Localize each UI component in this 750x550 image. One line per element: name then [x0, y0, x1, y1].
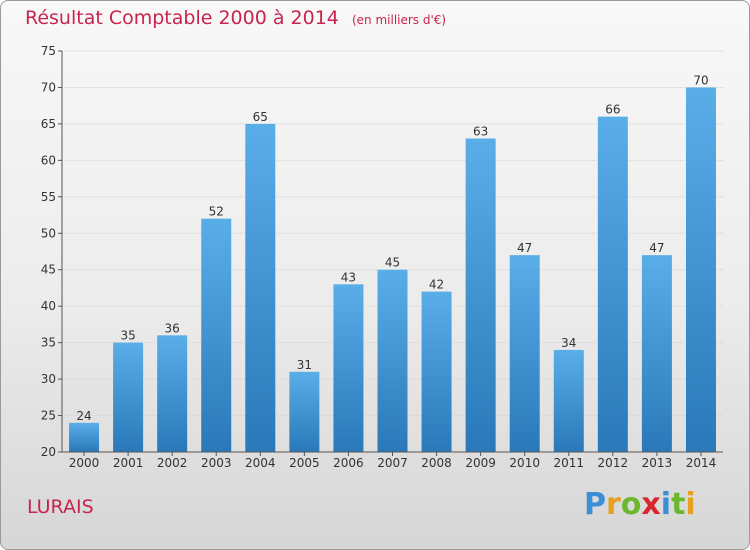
value-label: 34: [561, 336, 576, 350]
chart-title: Résultat Comptable 2000 à 2014 (en milli…: [25, 7, 446, 29]
commune-name: LURAIS: [27, 496, 94, 518]
y-tick-label: 70: [41, 80, 56, 94]
bar-2013: [641, 255, 672, 452]
value-label: 24: [76, 409, 91, 423]
bar-2002: [157, 335, 188, 452]
x-tick-label: 2011: [553, 456, 584, 470]
logo-letter: o: [620, 487, 642, 522]
value-label: 31: [297, 358, 312, 372]
x-tick-label: 2013: [642, 456, 673, 470]
bar-2004: [245, 123, 276, 452]
logo-letter: x: [641, 487, 661, 522]
logo-letter: t: [671, 487, 686, 522]
bar-2006: [333, 284, 364, 452]
x-tick-label: 2007: [377, 456, 408, 470]
x-tick-label: 2012: [598, 456, 629, 470]
x-tick-label: 2010: [509, 456, 540, 470]
chart-title-unit: (en milliers d'€): [351, 13, 447, 27]
bar-2007: [377, 269, 408, 452]
proxiti-logo: Proxiti: [584, 487, 696, 522]
x-tick-label: 2000: [69, 456, 100, 470]
bar-2005: [289, 371, 320, 452]
value-label: 66: [605, 103, 620, 117]
value-label: 45: [385, 256, 400, 270]
bar-2008: [421, 291, 452, 452]
value-label: 65: [253, 110, 268, 124]
x-tick-label: 2014: [686, 456, 717, 470]
bar-2012: [597, 116, 628, 453]
x-tick-label: 2009: [465, 456, 496, 470]
value-label: 70: [693, 73, 708, 87]
bar-2011: [553, 349, 584, 452]
chart-title-main: Résultat Comptable 2000 à 2014: [25, 7, 339, 29]
x-tick-label: 2002: [157, 456, 188, 470]
value-label: 63: [473, 124, 488, 138]
value-label: 47: [649, 241, 664, 255]
value-label: 47: [517, 241, 532, 255]
bars: [69, 87, 716, 456]
bar-2001: [113, 342, 144, 452]
y-tick-label: 40: [41, 299, 56, 313]
y-tick-label: 50: [41, 226, 56, 240]
y-tick-label: 55: [41, 190, 56, 204]
y-tick-label: 25: [41, 409, 56, 423]
logo-letter: i: [660, 487, 672, 522]
logo-letter: P: [584, 487, 606, 522]
value-labels: 24 35 36 52 65 31 43 45 42 63 47 34 66 47 70: [76, 73, 708, 422]
bar-2000: [69, 422, 100, 452]
x-tick-label: 2006: [333, 456, 364, 470]
x-tick-label: 2005: [289, 456, 320, 470]
y-tick-label: 45: [41, 263, 56, 277]
axes: [61, 51, 723, 453]
logo-letter: r: [606, 487, 621, 522]
x-tick-label: 2004: [245, 456, 276, 470]
x-tick-label: 2001: [113, 456, 144, 470]
y-tick-label: 75: [41, 44, 56, 58]
x-tick-labels: 2000 2001 2002 2003 2004 2005 2006 2007 2008 2009…: [69, 456, 716, 470]
bar-2009: [465, 138, 496, 452]
value-label: 42: [429, 278, 444, 292]
y-tick-label: 20: [41, 445, 56, 459]
bar-2003: [201, 218, 232, 452]
bar-2010: [509, 255, 540, 452]
value-label: 43: [341, 270, 356, 284]
bar-2014: [685, 87, 716, 453]
y-tick-label: 35: [41, 336, 56, 350]
x-tick-label: 2003: [201, 456, 232, 470]
value-label: 52: [209, 205, 224, 219]
value-label: 35: [120, 329, 135, 343]
x-tick-label: 2008: [421, 456, 452, 470]
y-tick-label: 30: [41, 372, 56, 386]
y-tick-label: 65: [41, 117, 56, 131]
y-tick-labels: 20 25 30 35 40 45 50 55 60 65 70 75: [41, 44, 56, 459]
logo-letter: i: [685, 487, 696, 522]
value-label: 36: [165, 321, 180, 335]
y-tick-label: 60: [41, 153, 56, 167]
